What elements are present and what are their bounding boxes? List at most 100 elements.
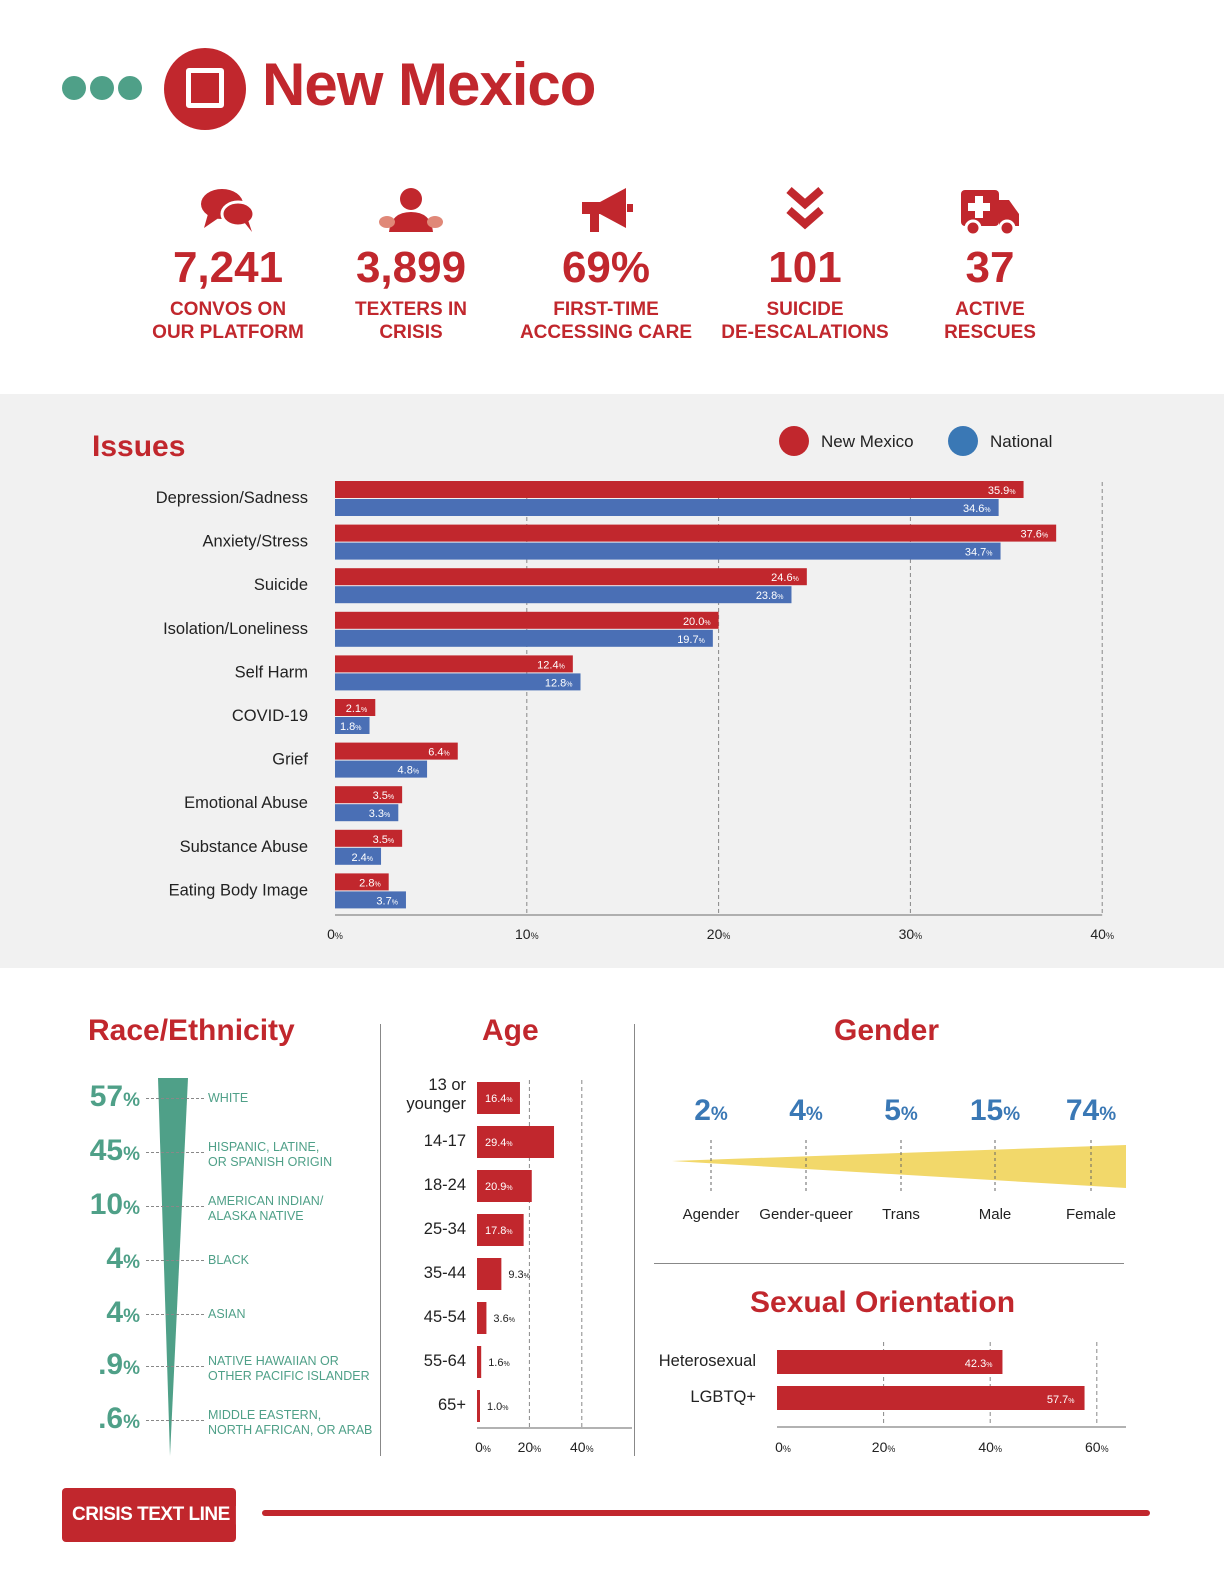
gender-percent: 74% <box>1065 1094 1117 1127</box>
x-tick-label: 40% <box>570 1439 594 1455</box>
bar <box>335 673 581 691</box>
race-title: Race/Ethnicity <box>88 1014 295 1047</box>
gender-percent: 2% <box>694 1094 728 1127</box>
x-tick-label: 20% <box>518 1439 542 1455</box>
orientation-title: Sexual Orientation <box>750 1286 1016 1319</box>
leader-line <box>146 1420 204 1421</box>
category-label: 25-34 <box>424 1220 466 1238</box>
x-tick-label: 30% <box>899 926 923 942</box>
data-label: 37.6% <box>1021 529 1049 541</box>
gender-label: Gender-queer <box>759 1206 853 1223</box>
category-label: Suicide <box>254 576 308 594</box>
stat-label: FIRST-TIME ACCESSING CARE <box>519 299 693 343</box>
leader-line <box>146 1152 204 1153</box>
page-title: New Mexico <box>262 51 596 118</box>
age-chart: 0% 20% 40% 13 or younger 16.4% 14-17 29.4% 18-24… <box>406 1076 632 1455</box>
bar <box>335 804 399 822</box>
leader-line <box>146 1260 204 1261</box>
bar <box>477 1126 555 1158</box>
data-label: 29.4% <box>485 1137 513 1149</box>
race-funnel <box>158 1078 188 1456</box>
issues-section: Issues New Mexico National 0% 10% 20% 30% 40… <box>0 394 1224 968</box>
bar <box>335 629 713 647</box>
stat-label: SUICIDE DE-ESCALATIONS <box>721 299 889 343</box>
bar <box>335 786 403 804</box>
bar <box>335 499 999 516</box>
bar <box>335 717 370 734</box>
issues-chart: 0% 10% 20% 30% 40% Depression/Sadness 35.9% 34.… <box>156 481 1114 942</box>
data-label: 1.0% <box>487 1401 509 1413</box>
data-label: 9.3% <box>508 1269 530 1281</box>
gender-percent: 15% <box>969 1094 1021 1127</box>
race-label: WHITE <box>208 1091 249 1105</box>
x-tick-label: 20% <box>707 926 731 942</box>
data-label: 34.7% <box>965 547 993 559</box>
gender-wedge <box>672 1140 1126 1192</box>
gender-label: Trans <box>882 1206 920 1223</box>
person-icon <box>311 186 511 238</box>
data-label: 12.8% <box>545 677 573 689</box>
bar <box>335 568 807 586</box>
data-label: 42.3% <box>965 1358 993 1370</box>
bar <box>335 542 1001 560</box>
gender-label: Agender <box>682 1206 740 1223</box>
leader-line <box>146 1206 204 1207</box>
decor-dot <box>90 76 114 100</box>
stat-value: 101 <box>768 243 842 292</box>
race-label: BLACK <box>208 1253 249 1267</box>
data-label: 4.8% <box>398 765 420 777</box>
legend-label-new-mexico: New Mexico <box>821 432 914 451</box>
race-label: HISPANIC, LATINE, OR SPANISH ORIGIN <box>208 1140 333 1169</box>
double-chevron-down-icon <box>705 186 905 238</box>
category-label: 35-44 <box>424 1264 466 1282</box>
stat-deescalations: 101 SUICIDE DE-ESCALATIONS <box>705 186 905 344</box>
category-label: LGBTQ+ <box>690 1388 756 1406</box>
stat-value: 7,241 <box>172 243 284 292</box>
data-label: 3.3% <box>369 808 391 820</box>
data-label: 2.8% <box>359 877 381 889</box>
x-tick-label: 40% <box>978 1439 1002 1455</box>
data-label: 23.8% <box>756 590 784 602</box>
race-percent: 45% <box>89 1134 140 1167</box>
stat-value: 37 <box>965 243 1015 292</box>
data-label: 3.5% <box>373 790 395 802</box>
data-label: 1.8% <box>340 721 362 733</box>
bar <box>335 829 403 847</box>
data-label: 1.6% <box>488 1357 510 1369</box>
chat-bubbles-icon <box>128 186 328 238</box>
brand-logo: CRISIS TEXT LINE | <box>62 1488 240 1542</box>
category-label: Eating Body Image <box>169 881 308 899</box>
bar <box>477 1302 487 1334</box>
ambulance-icon <box>890 186 1090 238</box>
race-label: AMERICAN INDIAN/ ALASKA NATIVE <box>208 1194 324 1223</box>
race-label: MIDDLE EASTERN, NORTH AFRICAN, OR ARAB <box>208 1408 373 1437</box>
bar <box>335 611 719 629</box>
data-label: 34.6% <box>963 503 991 515</box>
race-percent: 4% <box>106 1242 140 1275</box>
decor-dot <box>62 76 86 100</box>
category-label: 18-24 <box>424 1176 466 1194</box>
data-label: 19.7% <box>677 634 705 646</box>
gender-label: Male <box>978 1206 1012 1223</box>
race-percent: .6% <box>98 1402 140 1435</box>
data-label: 2.1% <box>346 703 368 715</box>
category-label: 55-64 <box>424 1352 466 1370</box>
divider <box>634 1024 635 1456</box>
category-label: 13 or younger <box>406 1076 466 1113</box>
race-percent: 10% <box>89 1188 140 1221</box>
issues-title: Issues <box>92 430 186 463</box>
data-label: 6.4% <box>428 747 450 759</box>
bar <box>777 1386 1085 1410</box>
stat-texters: 3,899 TEXTERS IN CRISIS <box>311 186 511 344</box>
legend-swatch-new-mexico <box>779 426 809 456</box>
stat-rescues: 37 ACTIVE RESCUES <box>890 186 1090 344</box>
orientation-chart: 0% 20% 40% 60% Heterosexual 42.3% LGBTQ+ 57.7% <box>659 1342 1126 1455</box>
bar <box>335 742 458 760</box>
bar <box>335 586 792 604</box>
new-mexico-outline-icon <box>164 48 246 130</box>
race-percent: 57% <box>89 1080 140 1113</box>
gender-percent: 4% <box>789 1094 823 1127</box>
leader-line <box>146 1098 204 1099</box>
category-label: Isolation/Loneliness <box>163 620 308 638</box>
leader-line <box>146 1366 204 1367</box>
